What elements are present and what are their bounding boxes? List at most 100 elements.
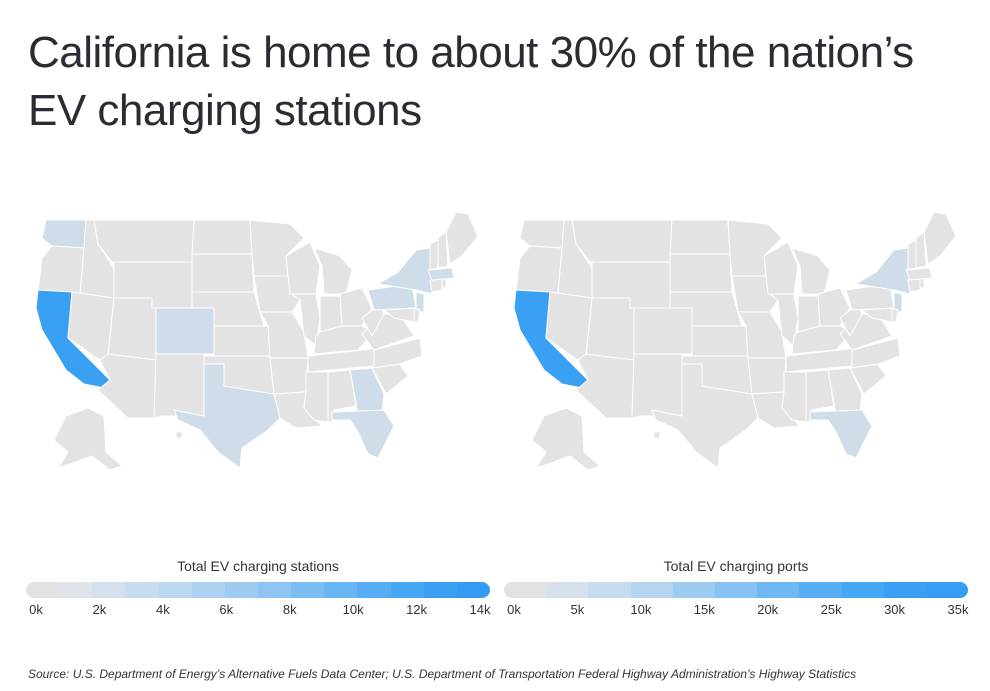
state-washington	[519, 219, 565, 249]
state-florida	[331, 409, 395, 459]
legend-swatch	[883, 582, 926, 598]
state-colorado	[155, 307, 215, 355]
legend-swatch	[546, 582, 589, 598]
legend-tick-label: 8k	[282, 602, 297, 617]
legend-color-scale	[504, 582, 968, 598]
state-georgia	[349, 367, 385, 415]
legend-title: Total EV charging stations	[177, 558, 339, 574]
state-north-dakota	[191, 219, 253, 255]
state-massachusetts	[427, 267, 455, 281]
state-new-mexico	[631, 353, 683, 419]
legend-swatch	[390, 582, 424, 598]
state-oregon	[37, 245, 85, 295]
state-south-dakota	[191, 253, 255, 293]
state-north-carolina	[849, 337, 901, 369]
legend-swatch	[423, 582, 457, 598]
state-alaska	[531, 407, 601, 471]
state-montana	[571, 219, 673, 263]
legend-tick-label: 20k	[757, 602, 779, 617]
state-texas	[173, 363, 281, 469]
state-new-jersey	[415, 291, 425, 313]
state-new-hampshire	[915, 231, 927, 269]
state-north-carolina	[371, 337, 423, 369]
state-texas	[651, 363, 759, 469]
legend-tick-label: 15k	[693, 602, 715, 617]
us-map-charging-ports	[506, 208, 966, 478]
legend-charging-stations: Total EV charging stations 0k 2k 4k 6k 8k 10k…	[26, 556, 490, 622]
legend-tick-label: 30k	[884, 602, 906, 617]
source-note: Source: U.S. Department of Energy’s Alte…	[28, 667, 857, 681]
legend-swatch	[324, 582, 358, 598]
state-utah	[107, 297, 157, 361]
state-delaware	[413, 307, 421, 323]
state-south-dakota	[669, 253, 733, 293]
state-vermont	[907, 239, 917, 271]
state-arizona	[575, 353, 635, 419]
legend-swatch	[291, 582, 325, 598]
legend-tick-label: 35k	[947, 602, 969, 617]
legend-swatch	[672, 582, 715, 598]
legend-swatch	[26, 582, 60, 598]
state-montana	[93, 219, 195, 263]
page-title: California is home to about 30% of the n…	[28, 28, 914, 135]
us-map-svg	[513, 211, 957, 471]
legend-swatch	[92, 582, 126, 598]
legend-tick-label: 12k	[406, 602, 428, 617]
legend-swatch	[357, 582, 391, 598]
state-georgia	[827, 367, 863, 415]
legend-swatch	[925, 582, 968, 598]
us-map-charging-stations	[28, 208, 488, 478]
legend-swatch	[630, 582, 673, 598]
state-colorado	[633, 307, 693, 355]
state-kansas	[213, 325, 271, 357]
legend-swatch	[158, 582, 192, 598]
legend-tick-label: 6k	[219, 602, 234, 617]
legend-tick-label: 0k	[29, 602, 43, 617]
state-new-hampshire	[437, 231, 449, 269]
state-maine	[445, 211, 479, 265]
legend-swatch	[799, 582, 842, 598]
state-delaware	[891, 307, 899, 323]
legend-tick-label: 2k	[92, 602, 107, 617]
state-north-dakota	[669, 219, 731, 255]
legend-tick-labels: 0k 5k 10k 15k 20k 25k 30k 35k	[504, 602, 968, 622]
state-kansas	[691, 325, 749, 357]
state-arkansas	[269, 357, 309, 395]
state-washington	[41, 219, 87, 249]
state-new-mexico	[153, 353, 205, 419]
legend-color-scale	[26, 582, 490, 598]
legend-swatch	[191, 582, 225, 598]
legend-swatch	[456, 582, 490, 598]
state-utah	[585, 297, 635, 361]
legend-tick-label: 4k	[155, 602, 170, 617]
state-alaska	[53, 407, 123, 471]
state-vermont	[429, 239, 439, 271]
state-new-jersey	[893, 291, 903, 313]
legend-swatch	[224, 582, 258, 598]
legend-swatch	[125, 582, 159, 598]
legend-swatch	[757, 582, 800, 598]
legend-tick-label: 25k	[820, 602, 842, 617]
state-maine	[923, 211, 957, 265]
legend-charging-ports: Total EV charging ports 0k 5k 10k 15k 20k 25k…	[504, 556, 968, 622]
legend-tick-label: 14k	[469, 602, 491, 617]
legend-swatch	[59, 582, 93, 598]
legend-tick-label: 0k	[507, 602, 521, 617]
state-arkansas	[747, 357, 787, 395]
legend-swatch	[841, 582, 884, 598]
legend-swatch	[257, 582, 292, 598]
legend-swatch	[714, 582, 758, 598]
legend-title: Total EV charging ports	[663, 558, 809, 574]
legend-tick-label: 5k	[570, 602, 585, 617]
legend-tick-label: 10k	[630, 602, 652, 617]
state-arizona	[97, 353, 157, 419]
state-oregon	[515, 245, 563, 295]
legend-tick-label: 10k	[342, 602, 364, 617]
state-hawaii	[175, 431, 183, 439]
legend-tick-labels: 0k 2k 4k 6k 8k 10k 12k 14k	[26, 602, 490, 622]
legend-swatch	[588, 582, 631, 598]
state-florida	[809, 409, 873, 459]
state-hawaii	[653, 431, 661, 439]
state-massachusetts	[905, 267, 933, 281]
legend-swatch	[504, 582, 547, 598]
